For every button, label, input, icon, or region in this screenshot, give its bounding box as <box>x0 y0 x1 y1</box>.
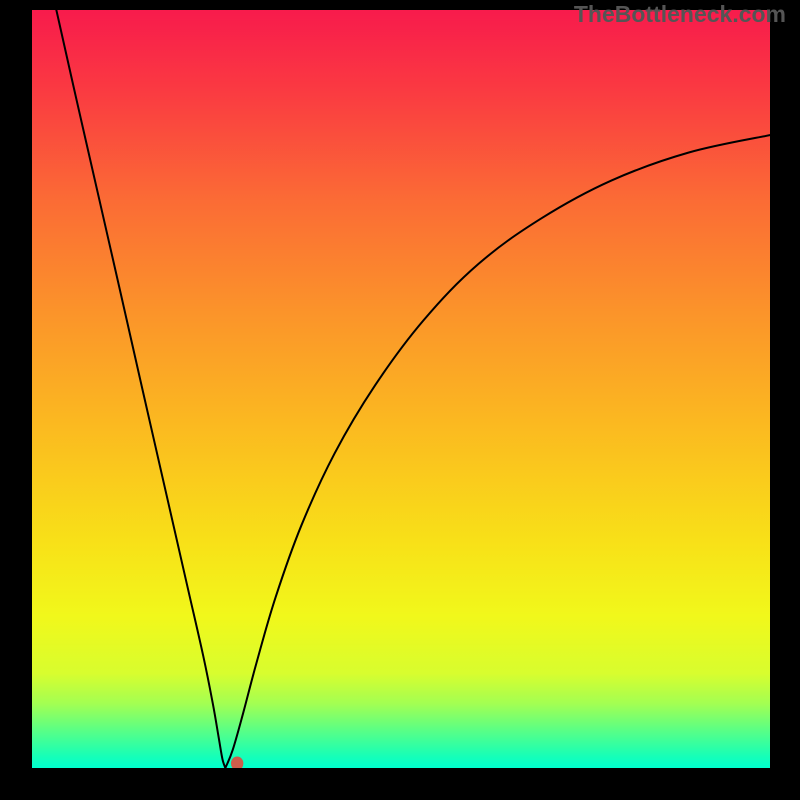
plot-area <box>32 10 770 768</box>
curve-layer <box>32 10 770 768</box>
v-curve-left <box>56 10 225 768</box>
chart-stage: TheBottleneck.com <box>0 0 800 800</box>
v-curve-right <box>225 135 770 768</box>
watermark-text: TheBottleneck.com <box>574 1 786 28</box>
minimum-marker <box>231 756 243 768</box>
